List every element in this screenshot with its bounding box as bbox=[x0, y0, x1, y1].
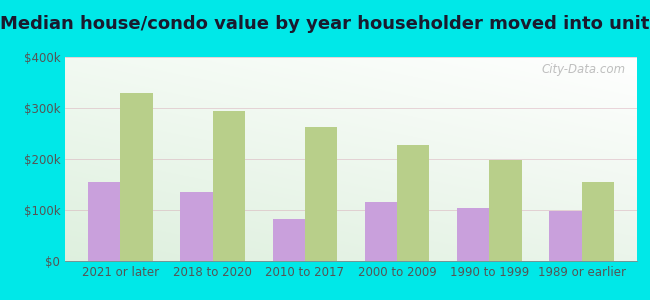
Bar bbox=[365, 202, 397, 261]
Bar bbox=[582, 182, 614, 261]
Text: Median house/condo value by year householder moved into unit: Median house/condo value by year househo… bbox=[0, 15, 650, 33]
Bar bbox=[88, 182, 120, 261]
Bar bbox=[549, 211, 582, 261]
Bar bbox=[489, 160, 522, 261]
Bar bbox=[305, 128, 337, 261]
Bar bbox=[213, 110, 245, 261]
Bar bbox=[120, 93, 153, 261]
Text: City-Data.com: City-Data.com bbox=[541, 63, 625, 76]
Bar bbox=[180, 192, 213, 261]
Bar bbox=[397, 145, 430, 261]
Bar bbox=[272, 219, 305, 261]
Bar bbox=[457, 208, 489, 261]
